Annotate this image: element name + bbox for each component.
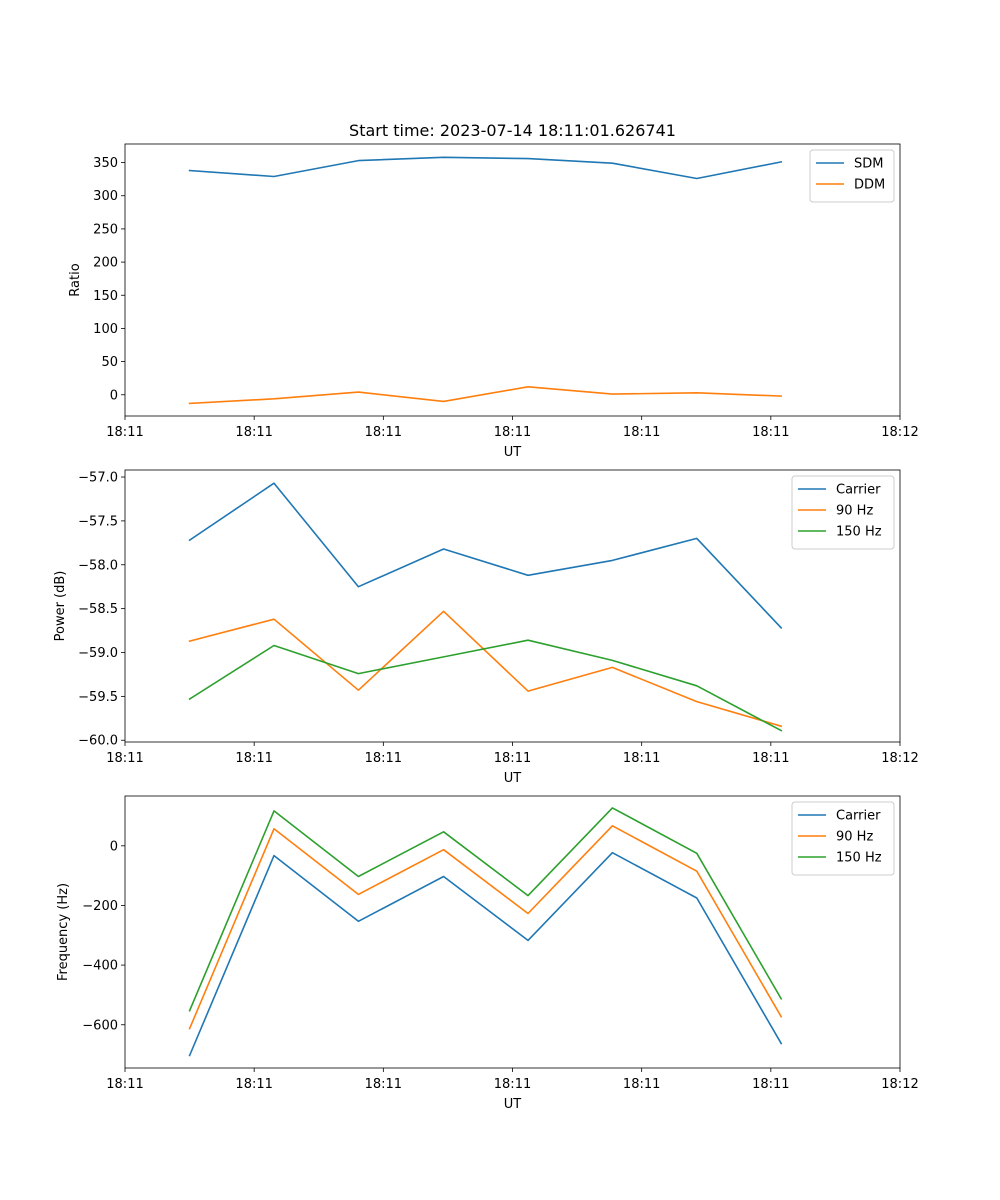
frequency-series-150-hz-line — [188, 807, 783, 1012]
ratio-plot-area: 18:11 18:11 18:11 18:11 18:11 18:11 18:12 0 50 10… — [93, 143, 919, 440]
power-x-tick-label: 18:11 — [752, 751, 789, 766]
power-axes-frame — [124, 469, 901, 743]
chart-title: Start time: 2023-07-14 18:11:01.626741 — [349, 121, 676, 140]
power-x-tick-label: 18:12 — [881, 751, 918, 766]
ratio-y-tick-label: 100 — [93, 322, 118, 337]
frequency-x-tick-label: 18:11 — [365, 1077, 402, 1092]
frequency-y-tick-label: 0 — [110, 839, 118, 854]
ratio-legend-label: SDM — [854, 157, 883, 172]
power-y-tick-label: −57.0 — [78, 471, 118, 486]
ratio-x-tick-label: 18:11 — [106, 425, 143, 440]
frequency-series-carrier-line — [188, 851, 783, 1057]
power-series-150-hz-line — [188, 639, 783, 732]
ratio-panel: Start time: 2023-07-14 18:11:01.626741 1… — [68, 121, 919, 460]
ratio-y-tick-label: 250 — [93, 222, 118, 237]
ratio-y-tick-label: 300 — [93, 189, 118, 204]
ratio-x-tick-label: 18:11 — [365, 425, 402, 440]
power-legend-label: 150 Hz — [836, 525, 882, 540]
frequency-x-tick-label: 18:11 — [494, 1077, 531, 1092]
power-series-90-hz-line — [188, 610, 783, 728]
ratio-x-axis-label: UT — [504, 445, 522, 460]
frequency-panel: 18:11 18:11 18:11 18:11 18:11 18:11 18:12 −600 −… — [56, 795, 919, 1112]
ratio-legend-label: DDM — [854, 178, 885, 193]
ratio-series-sdm-line — [188, 156, 783, 180]
ratio-x-tick-label: 18:11 — [623, 425, 660, 440]
frequency-legend-label: 150 Hz — [836, 851, 882, 866]
frequency-x-tick-label: 18:11 — [623, 1077, 660, 1092]
frequency-x-tick-label: 18:11 — [235, 1077, 272, 1092]
power-legend-label: 90 Hz — [836, 504, 873, 519]
ratio-series-ddm-line — [188, 385, 783, 405]
ratio-x-tick-label: 18:11 — [752, 425, 789, 440]
power-x-tick-label: 18:11 — [106, 751, 143, 766]
power-plot-area: 18:11 18:11 18:11 18:11 18:11 18:11 18:12 −60.0… — [78, 469, 919, 766]
power-x-tick-label: 18:11 — [365, 751, 402, 766]
power-y-tick-label: −58.5 — [78, 602, 118, 617]
power-y-tick-label: −59.0 — [78, 646, 118, 661]
power-legend-label: Carrier — [836, 483, 881, 498]
frequency-x-tick-label: 18:11 — [106, 1077, 143, 1092]
ratio-axes-frame — [124, 143, 901, 417]
power-y-axis-label: Power (dB) — [53, 571, 68, 642]
power-x-axis-label: UT — [504, 771, 522, 786]
frequency-y-tick-label: −200 — [82, 899, 118, 914]
power-x-tick-label: 18:11 — [494, 751, 531, 766]
power-x-tick-label: 18:11 — [623, 751, 660, 766]
frequency-axes-frame — [124, 795, 901, 1069]
frequency-y-tick-label: −600 — [82, 1018, 118, 1033]
ratio-x-tick-label: 18:11 — [235, 425, 272, 440]
frequency-y-axis-label: Frequency (Hz) — [56, 883, 71, 981]
frequency-x-tick-label: 18:11 — [752, 1077, 789, 1092]
ratio-x-tick-label: 18:11 — [494, 425, 531, 440]
ratio-y-tick-label: 50 — [101, 355, 118, 370]
ratio-y-tick-label: 350 — [93, 156, 118, 171]
ratio-y-tick-label: 0 — [110, 388, 118, 403]
frequency-plot-area: 18:11 18:11 18:11 18:11 18:11 18:11 18:12 −600 −… — [82, 795, 919, 1092]
ratio-y-axis-label: Ratio — [68, 263, 83, 296]
ratio-x-tick-label: 18:12 — [881, 425, 918, 440]
frequency-x-tick-label: 18:12 — [881, 1077, 918, 1092]
power-y-tick-label: −57.5 — [78, 514, 118, 529]
power-x-tick-label: 18:11 — [235, 751, 272, 766]
frequency-y-tick-label: −400 — [82, 959, 118, 974]
power-y-tick-label: −60.0 — [78, 734, 118, 749]
frequency-legend-label: 90 Hz — [836, 830, 873, 845]
frequency-legend-label: Carrier — [836, 809, 881, 824]
frequency-series-90-hz-line — [188, 824, 783, 1030]
frequency-x-axis-label: UT — [504, 1097, 522, 1112]
ratio-y-tick-label: 150 — [93, 289, 118, 304]
power-y-tick-label: −59.5 — [78, 690, 118, 705]
power-series-carrier-line — [188, 482, 783, 630]
power-y-tick-label: −58.0 — [78, 558, 118, 573]
ratio-y-tick-label: 200 — [93, 256, 118, 271]
power-panel: 18:11 18:11 18:11 18:11 18:11 18:11 18:12 −60.0… — [53, 469, 919, 786]
